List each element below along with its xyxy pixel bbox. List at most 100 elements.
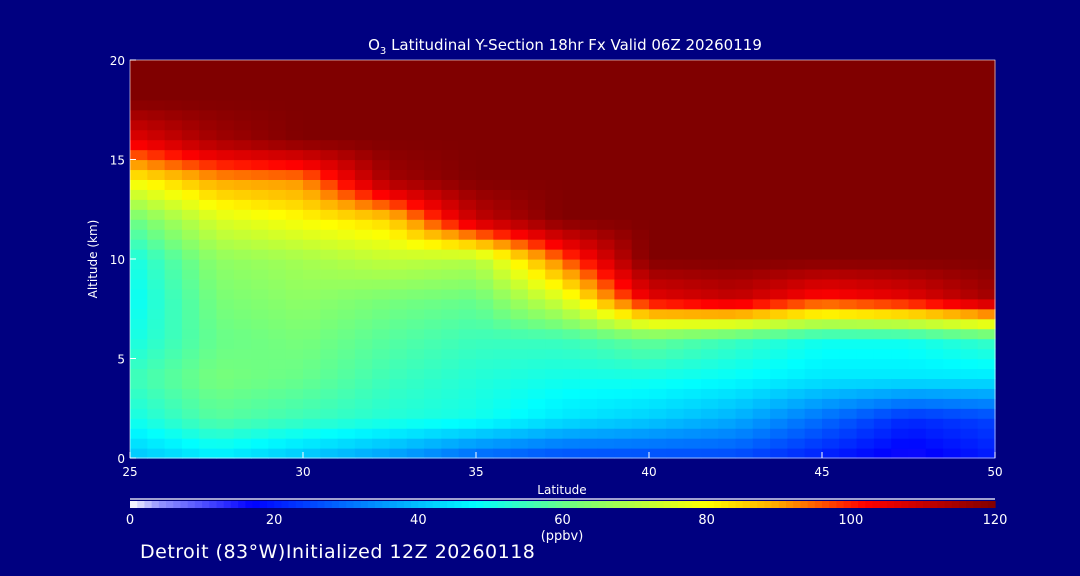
heatmap-cell <box>527 129 546 141</box>
heatmap-cell <box>424 268 442 280</box>
colorbar-swatch <box>310 501 319 508</box>
heatmap-cell <box>476 418 494 429</box>
heatmap-cell <box>597 408 615 419</box>
heatmap-cell <box>233 189 252 200</box>
heatmap-cell <box>181 169 200 180</box>
heatmap-cell <box>631 69 650 81</box>
heatmap-cell <box>804 129 823 141</box>
heatmap-cell <box>752 219 771 230</box>
colorbar-swatch <box>223 501 232 508</box>
colorbar-swatch <box>685 501 693 508</box>
heatmap-cell <box>251 448 269 459</box>
heatmap-cell <box>233 159 252 171</box>
heatmap-cell <box>718 278 737 290</box>
heatmap-cell <box>925 408 944 419</box>
heatmap-cell <box>804 249 823 260</box>
heatmap-cell <box>147 259 166 270</box>
heatmap-cell <box>268 388 287 399</box>
heatmap-cell <box>977 328 996 340</box>
heatmap-cell <box>527 139 546 151</box>
heatmap-cell <box>839 348 858 360</box>
heatmap-cell <box>700 139 719 151</box>
heatmap-cell <box>389 308 408 320</box>
heatmap-cell <box>735 338 754 350</box>
heatmap-cell <box>752 268 771 280</box>
heatmap-cell <box>943 428 961 439</box>
heatmap-cell <box>631 348 650 360</box>
heatmap-cell <box>337 249 356 260</box>
heatmap-cell <box>822 398 840 409</box>
heatmap-cell <box>406 109 425 121</box>
heatmap-cell <box>631 298 650 310</box>
heatmap-cell <box>597 209 615 220</box>
heatmap-cell <box>233 358 252 370</box>
heatmap-cell <box>476 159 494 171</box>
heatmap-cell <box>700 79 719 91</box>
heatmap-cell <box>597 229 615 240</box>
heatmap-cell <box>579 448 598 459</box>
heatmap-cell <box>839 109 858 121</box>
heatmap-cell <box>666 89 685 101</box>
heatmap-cell <box>493 318 512 330</box>
heatmap-cell <box>354 278 373 290</box>
heatmap-cell <box>873 418 892 429</box>
heatmap-cell <box>977 288 996 300</box>
heatmap-cell <box>285 169 304 180</box>
heatmap-cell <box>839 60 858 71</box>
heatmap-cell <box>354 159 373 171</box>
colorbar-swatch <box>375 501 383 508</box>
heatmap-cell <box>856 348 875 360</box>
heatmap-cell <box>562 189 581 200</box>
heatmap-cell <box>700 448 719 459</box>
heatmap-cell <box>545 79 564 91</box>
heatmap-cell <box>735 69 754 81</box>
heatmap-cell <box>839 268 858 280</box>
heatmap-cell <box>891 259 910 270</box>
heatmap-cell <box>545 199 564 210</box>
heatmap-cell <box>147 139 166 151</box>
heatmap-cell <box>804 368 823 379</box>
heatmap-cell <box>700 229 719 240</box>
heatmap-cell <box>891 448 910 459</box>
heatmap-cell <box>666 229 685 240</box>
heatmap-cell <box>718 99 737 111</box>
heatmap-cell <box>130 408 148 419</box>
heatmap-cell <box>562 249 581 260</box>
colorbar-swatch <box>137 501 146 508</box>
heatmap-cell <box>839 149 858 161</box>
heatmap-cell <box>977 298 996 310</box>
heatmap-cell <box>649 239 667 250</box>
heatmap-cell <box>251 179 269 190</box>
colorbar-swatch <box>382 501 391 508</box>
heatmap-cell <box>925 79 944 91</box>
heatmap-cell <box>164 149 183 161</box>
heatmap-cell <box>770 308 788 320</box>
heatmap-cell <box>164 398 183 409</box>
heatmap-cell <box>251 259 269 270</box>
heatmap-cell <box>458 268 477 280</box>
heatmap-cell <box>787 378 806 389</box>
heatmap-cell <box>181 99 200 111</box>
heatmap-cell <box>925 418 944 429</box>
heatmap-cell <box>891 149 910 161</box>
heatmap-cell <box>891 388 910 399</box>
heatmap-cell <box>649 229 667 240</box>
heatmap-cell <box>233 448 252 459</box>
heatmap-cell <box>441 79 460 91</box>
heatmap-cell <box>718 139 737 151</box>
heatmap-cell <box>527 119 546 131</box>
heatmap-cell <box>770 69 788 81</box>
heatmap-cell <box>320 179 339 190</box>
heatmap-cell <box>372 428 391 439</box>
heatmap-cell <box>579 278 598 290</box>
heatmap-cell <box>493 348 512 360</box>
heatmap-cell <box>354 239 373 250</box>
heatmap-cell <box>822 99 840 111</box>
heatmap-cell <box>804 259 823 270</box>
heatmap-cell <box>908 338 927 350</box>
colorbar-tick-label: 60 <box>554 513 571 528</box>
heatmap-cell <box>424 448 442 459</box>
heatmap-cell <box>389 338 408 350</box>
heatmap-cell <box>631 109 650 121</box>
heatmap-cell <box>320 418 339 429</box>
